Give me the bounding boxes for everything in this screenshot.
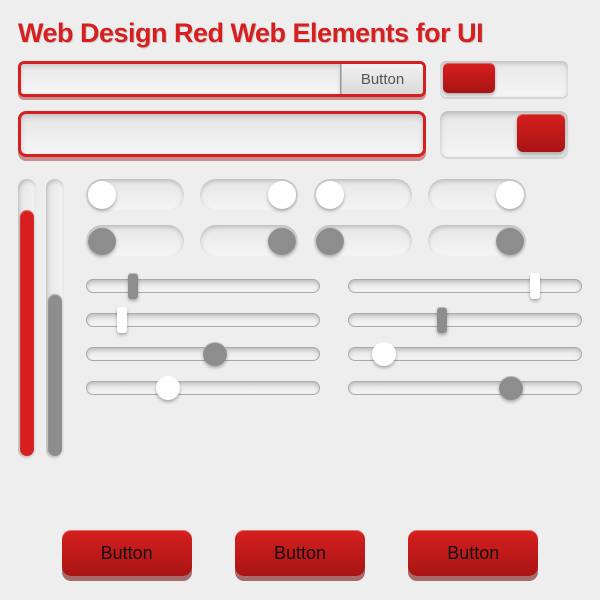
pill-dot <box>316 181 344 209</box>
pill-dot <box>268 181 296 209</box>
slider-track[interactable] <box>86 313 320 327</box>
pill-toggle[interactable] <box>314 179 412 211</box>
pill-dot <box>268 227 296 255</box>
slider-thumb[interactable] <box>203 342 227 366</box>
toggle-wide-2[interactable] <box>440 111 568 157</box>
search-button-small[interactable]: Button <box>341 64 423 94</box>
toggle-knob <box>517 114 565 152</box>
primary-button[interactable]: Button <box>408 530 538 576</box>
primary-button[interactable]: Button <box>235 530 365 576</box>
slider-thumb[interactable] <box>117 307 127 333</box>
pill-toggle[interactable] <box>86 225 184 257</box>
pill-toggle[interactable] <box>428 225 526 257</box>
pill-dot <box>496 181 524 209</box>
slider-col-left <box>86 279 320 395</box>
slider-track[interactable] <box>348 279 582 293</box>
pill-dot <box>316 227 344 255</box>
search-input-small[interactable] <box>21 64 341 94</box>
slider-thumb[interactable] <box>530 273 540 299</box>
vertical-progress-group <box>18 179 64 459</box>
pill-toggle[interactable] <box>428 179 526 211</box>
pill-toggle[interactable] <box>314 225 412 257</box>
slider-thumb[interactable] <box>128 273 138 299</box>
slider-track[interactable] <box>348 347 582 361</box>
vertical-progress-bar <box>46 179 64 459</box>
toggle-wide-1[interactable] <box>440 61 568 97</box>
slider-track[interactable] <box>86 279 320 293</box>
slider-thumb[interactable] <box>499 376 523 400</box>
search-bar-large[interactable] <box>18 111 426 157</box>
slider-thumb[interactable] <box>437 307 447 333</box>
page-title: Web Design Red Web Elements for UI <box>18 18 582 49</box>
primary-button[interactable]: Button <box>62 530 192 576</box>
pill-toggle[interactable] <box>86 179 184 211</box>
search-bar-small: Button <box>18 61 426 97</box>
pill-toggle[interactable] <box>200 225 298 257</box>
pill-dot <box>88 181 116 209</box>
slider-track[interactable] <box>348 313 582 327</box>
pill-dot <box>496 227 524 255</box>
slider-track[interactable] <box>348 381 582 395</box>
slider-track[interactable] <box>86 347 320 361</box>
slider-thumb[interactable] <box>372 342 396 366</box>
pill-toggle[interactable] <box>200 179 298 211</box>
pill-toggle-grid <box>86 179 582 257</box>
pill-dot <box>88 227 116 255</box>
slider-thumb[interactable] <box>156 376 180 400</box>
vertical-progress-bar <box>18 179 36 459</box>
toggle-knob <box>443 63 495 93</box>
button-row: Button Button Button <box>0 530 600 576</box>
slider-col-right <box>348 279 582 395</box>
slider-track[interactable] <box>86 381 320 395</box>
